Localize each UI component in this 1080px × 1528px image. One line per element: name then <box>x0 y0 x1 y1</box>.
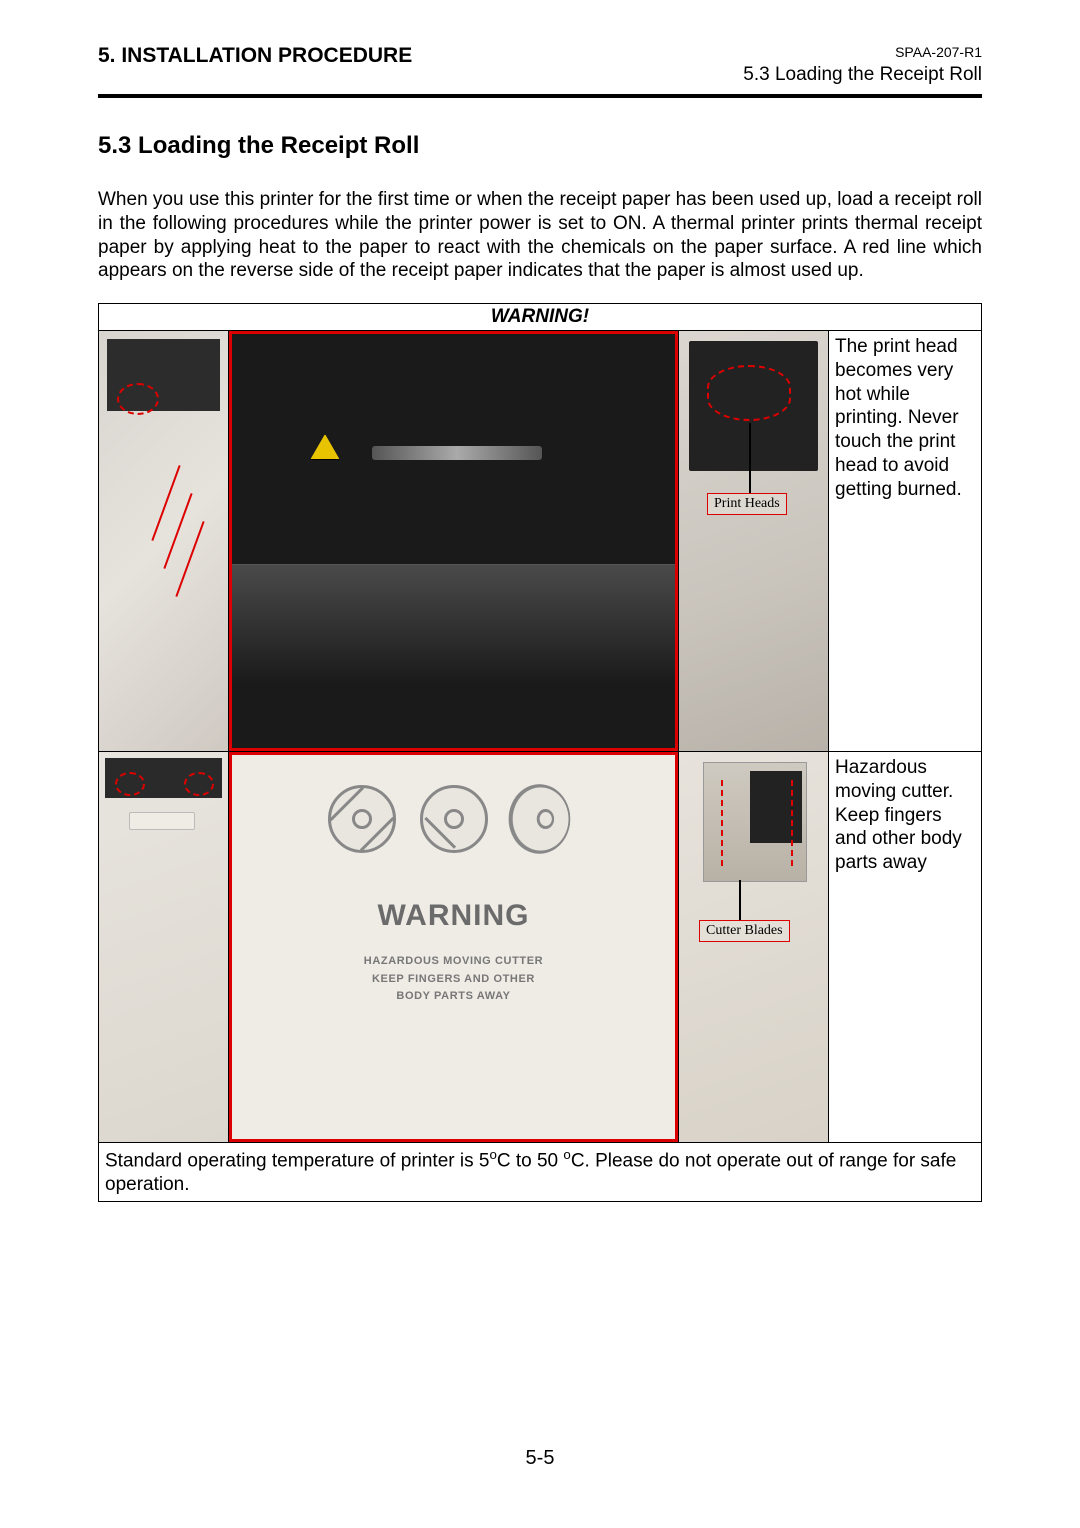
cutter-warning-text: Hazardous moving cutter. Keep fingers an… <box>829 752 981 879</box>
page-header: 5. INSTALLATION PROCEDURE SPAA-207-R1 5.… <box>98 44 982 86</box>
printer-thumb-image <box>99 331 228 751</box>
operating-temp-note: Standard operating temperature of printe… <box>99 1143 982 1202</box>
print-heads-label: Print Heads <box>707 493 787 515</box>
print-head-warning-text: The print head becomes very hot while pr… <box>829 331 981 505</box>
header-right: SPAA-207-R1 5.3 Loading the Receipt Roll <box>743 44 982 86</box>
warning-header: WARNING! <box>99 304 982 331</box>
intro-paragraph: When you use this printer for the first … <box>98 188 982 283</box>
main-image-cell: WARNING HAZARDOUS MOVING CUTTER KEEP FIN… <box>229 752 679 1143</box>
doc-id: SPAA-207-R1 <box>743 44 982 60</box>
page-number: 5-5 <box>0 1447 1080 1470</box>
main-image-cell <box>229 331 679 752</box>
table-row: Print Heads The print head becomes very … <box>99 331 982 752</box>
print-head-photo <box>229 331 678 751</box>
print-head-callout-image: Print Heads <box>679 331 828 751</box>
cutter-warning-label-photo: WARNING HAZARDOUS MOVING CUTTER KEEP FIN… <box>229 752 678 1142</box>
table-row: WARNING HAZARDOUS MOVING CUTTER KEEP FIN… <box>99 752 982 1143</box>
callout-cell: Print Heads <box>679 331 829 752</box>
warning-text-cell: The print head becomes very hot while pr… <box>829 331 982 752</box>
caution-triangle-icon <box>310 434 340 460</box>
thumb-cell <box>99 331 229 752</box>
breadcrumb: 5.3 Loading the Receipt Roll <box>743 64 982 86</box>
cutter-thumb-image <box>99 752 228 1142</box>
cutter-callout-image: Cutter Blades <box>679 752 828 1142</box>
inner-warning-subtext: HAZARDOUS MOVING CUTTER KEEP FINGERS AND… <box>364 953 543 1006</box>
callout-cell: Cutter Blades <box>679 752 829 1143</box>
inner-warning-title: WARNING <box>378 899 530 933</box>
section-title: 5.3 Loading the Receipt Roll <box>98 132 982 160</box>
warning-text-cell: Hazardous moving cutter. Keep fingers an… <box>829 752 982 1143</box>
chapter-title: 5. INSTALLATION PROCEDURE <box>98 44 412 68</box>
header-rule <box>98 94 982 98</box>
warning-table: WARNING! <box>98 303 982 1202</box>
cutter-blades-label: Cutter Blades <box>699 920 790 942</box>
thumb-cell <box>99 752 229 1143</box>
table-footer-row: Standard operating temperature of printe… <box>99 1143 982 1202</box>
